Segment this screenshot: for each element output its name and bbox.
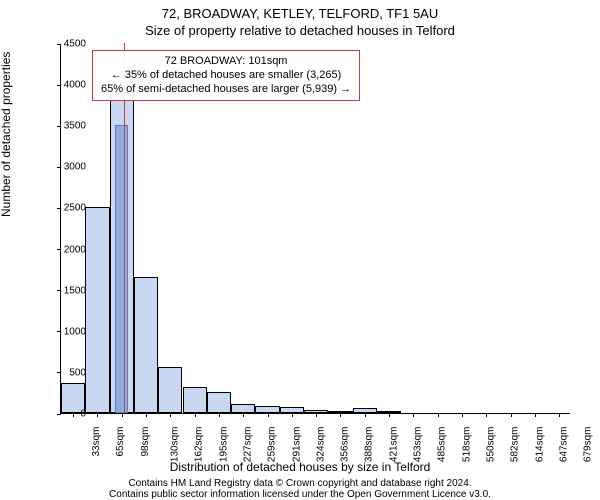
xtick-mark [535, 413, 536, 417]
xtick-mark [195, 413, 196, 417]
ytick-label: 0 [80, 409, 86, 420]
xtick-label: 582sqm [510, 427, 521, 463]
ytick-mark [57, 331, 61, 332]
ytick-mark [57, 167, 61, 168]
xtick-label: 98sqm [140, 427, 151, 457]
xtick-label: 33sqm [91, 427, 102, 457]
chart-container: 72, BROADWAY, KETLEY, TELFORD, TF1 5AU S… [0, 0, 600, 500]
xtick-label: 227sqm [243, 427, 254, 463]
xtick-label: 388sqm [364, 427, 375, 463]
xtick-mark [413, 413, 414, 417]
histogram-bar [207, 392, 231, 413]
footer: Contains HM Land Registry data © Crown c… [0, 478, 600, 500]
xtick-label: 421sqm [388, 427, 399, 463]
xtick-label: 550sqm [486, 427, 497, 463]
xtick-label: 614sqm [534, 427, 545, 463]
ytick-mark [57, 414, 61, 415]
ytick-label: 4500 [64, 39, 86, 50]
ytick-label: 3000 [64, 162, 86, 173]
ytick-mark [57, 44, 61, 45]
histogram-bar-highlight [115, 125, 128, 413]
xtick-mark [268, 413, 269, 417]
annotation-line2: ← 35% of detached houses are smaller (3,… [101, 69, 351, 83]
xtick-mark [365, 413, 366, 417]
title-line1: 72, BROADWAY, KETLEY, TELFORD, TF1 5AU [0, 0, 600, 21]
xtick-label: 259sqm [267, 427, 278, 463]
xtick-label: 65sqm [115, 427, 126, 457]
ytick-mark [57, 85, 61, 86]
ytick-mark [57, 290, 61, 291]
xtick-mark [170, 413, 171, 417]
xtick-label: 324sqm [315, 427, 326, 463]
xtick-label: 485sqm [437, 427, 448, 463]
xtick-label: 356sqm [340, 427, 351, 463]
y-axis-label: Number of detached properties [0, 52, 13, 217]
histogram-bar [231, 404, 255, 413]
ytick-label: 3500 [64, 121, 86, 132]
xtick-mark [511, 413, 512, 417]
xtick-mark [97, 413, 98, 417]
xtick-mark [389, 413, 390, 417]
xtick-mark [462, 413, 463, 417]
xtick-label: 162sqm [194, 427, 205, 463]
ytick-label: 500 [69, 367, 86, 378]
footer-line1: Contains HM Land Registry data © Crown c… [0, 478, 600, 489]
ytick-mark [57, 249, 61, 250]
xtick-mark [559, 413, 560, 417]
ytick-label: 1000 [64, 326, 86, 337]
xtick-label: 679sqm [583, 427, 594, 463]
xtick-mark [292, 413, 293, 417]
ytick-label: 1500 [64, 285, 86, 296]
xtick-mark [122, 413, 123, 417]
histogram-bar [183, 387, 207, 413]
histogram-bar [85, 207, 109, 413]
xtick-mark [73, 413, 74, 417]
ytick-label: 2500 [64, 203, 86, 214]
annotation-line3: 65% of semi-detached houses are larger (… [101, 83, 351, 97]
annotation-box: 72 BROADWAY: 101sqm ← 35% of detached ho… [92, 50, 360, 101]
footer-line2: Contains public sector information licen… [0, 489, 600, 500]
xtick-mark [438, 413, 439, 417]
xtick-mark [486, 413, 487, 417]
ytick-label: 2000 [64, 244, 86, 255]
title-line2: Size of property relative to detached ho… [0, 21, 600, 38]
xtick-label: 291sqm [291, 427, 302, 463]
ytick-mark [57, 208, 61, 209]
histogram-bar [134, 277, 158, 413]
histogram-bar [158, 367, 182, 413]
x-axis-label: Distribution of detached houses by size … [0, 460, 600, 474]
xtick-mark [316, 413, 317, 417]
ytick-label: 4000 [64, 80, 86, 91]
ytick-mark [57, 372, 61, 373]
ytick-mark [57, 126, 61, 127]
xtick-mark [219, 413, 220, 417]
xtick-label: 453sqm [413, 427, 424, 463]
xtick-mark [243, 413, 244, 417]
xtick-label: 518sqm [461, 427, 472, 463]
xtick-mark [146, 413, 147, 417]
xtick-label: 130sqm [170, 427, 181, 463]
xtick-label: 195sqm [218, 427, 229, 463]
annotation-line1: 72 BROADWAY: 101sqm [101, 55, 351, 69]
xtick-label: 647sqm [558, 427, 569, 463]
xtick-mark [340, 413, 341, 417]
